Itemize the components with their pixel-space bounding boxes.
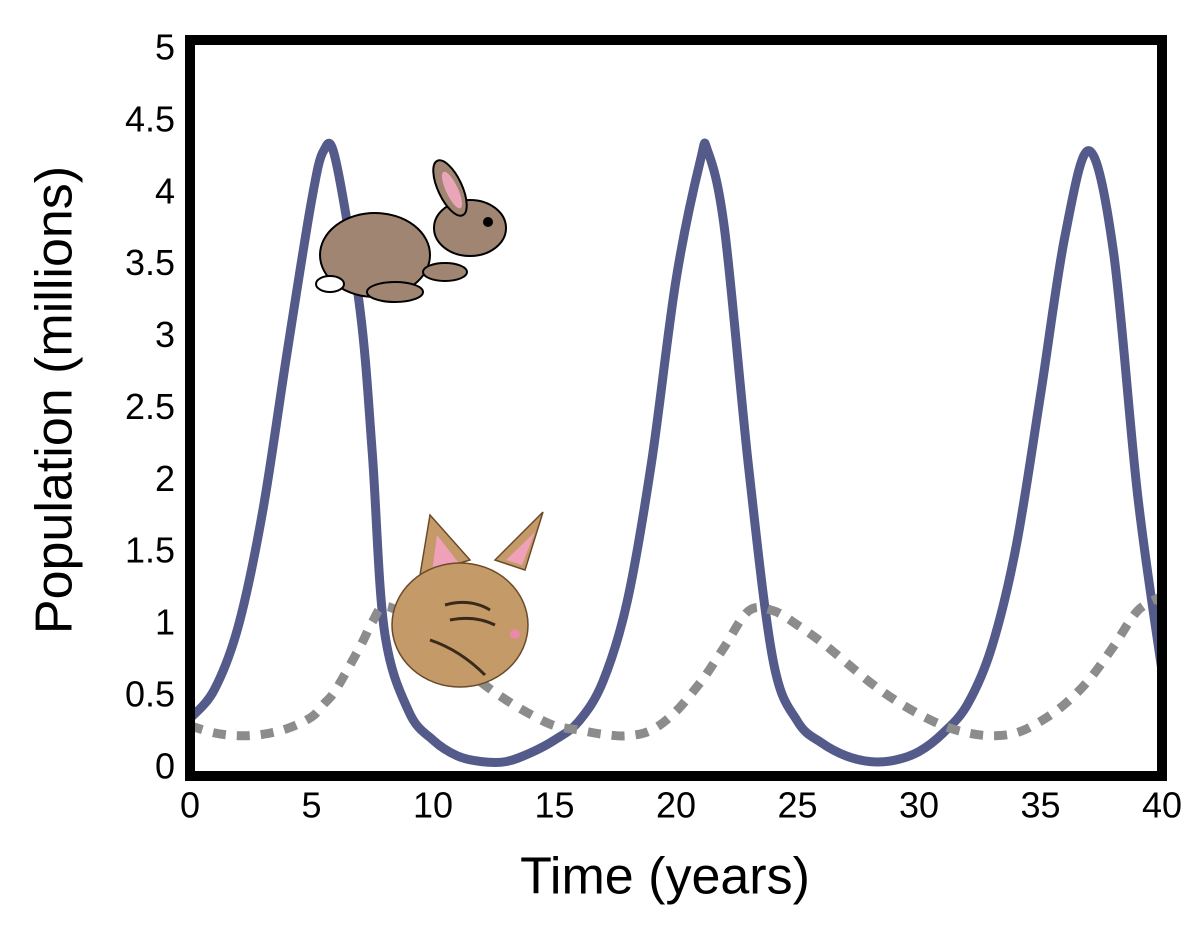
x-tick-label: 20 bbox=[656, 785, 696, 826]
y-axis-title: Population (millions) bbox=[26, 166, 84, 634]
series-line bbox=[186, 138, 1167, 768]
x-tick-label: 5 bbox=[301, 785, 321, 826]
x-tick-label: 35 bbox=[1020, 785, 1060, 826]
x-tick-label: 40 bbox=[1142, 785, 1182, 826]
series-line bbox=[188, 592, 1165, 741]
y-tick-label: 4 bbox=[155, 170, 175, 211]
plot-area bbox=[186, 138, 1167, 768]
y-tick-label: 5 bbox=[155, 27, 175, 68]
lynx-icon bbox=[391, 511, 544, 688]
y-tick-label: 2.5 bbox=[125, 386, 175, 427]
plot-frame bbox=[185, 35, 1167, 781]
y-tick-label: 1 bbox=[155, 602, 175, 643]
y-tick-label: 3 bbox=[155, 314, 175, 355]
y-tick-label: 0 bbox=[155, 745, 175, 786]
animal-icons bbox=[315, 159, 544, 688]
y-tick-label: 0.5 bbox=[125, 673, 175, 714]
x-tick-label: 15 bbox=[534, 785, 574, 826]
x-tick-label: 10 bbox=[413, 785, 453, 826]
y-tick-label: 4.5 bbox=[125, 98, 175, 139]
x-tick-label: 30 bbox=[899, 785, 939, 826]
x-tick-label: 0 bbox=[180, 785, 200, 826]
rabbit-icon bbox=[315, 159, 507, 303]
x-axis-title: Time (years) bbox=[520, 848, 810, 906]
y-tick-label: 1.5 bbox=[125, 530, 175, 571]
y-tick-label: 3.5 bbox=[125, 242, 175, 283]
x-tick-label: 25 bbox=[777, 785, 817, 826]
y-tick-label: 2 bbox=[155, 458, 175, 499]
